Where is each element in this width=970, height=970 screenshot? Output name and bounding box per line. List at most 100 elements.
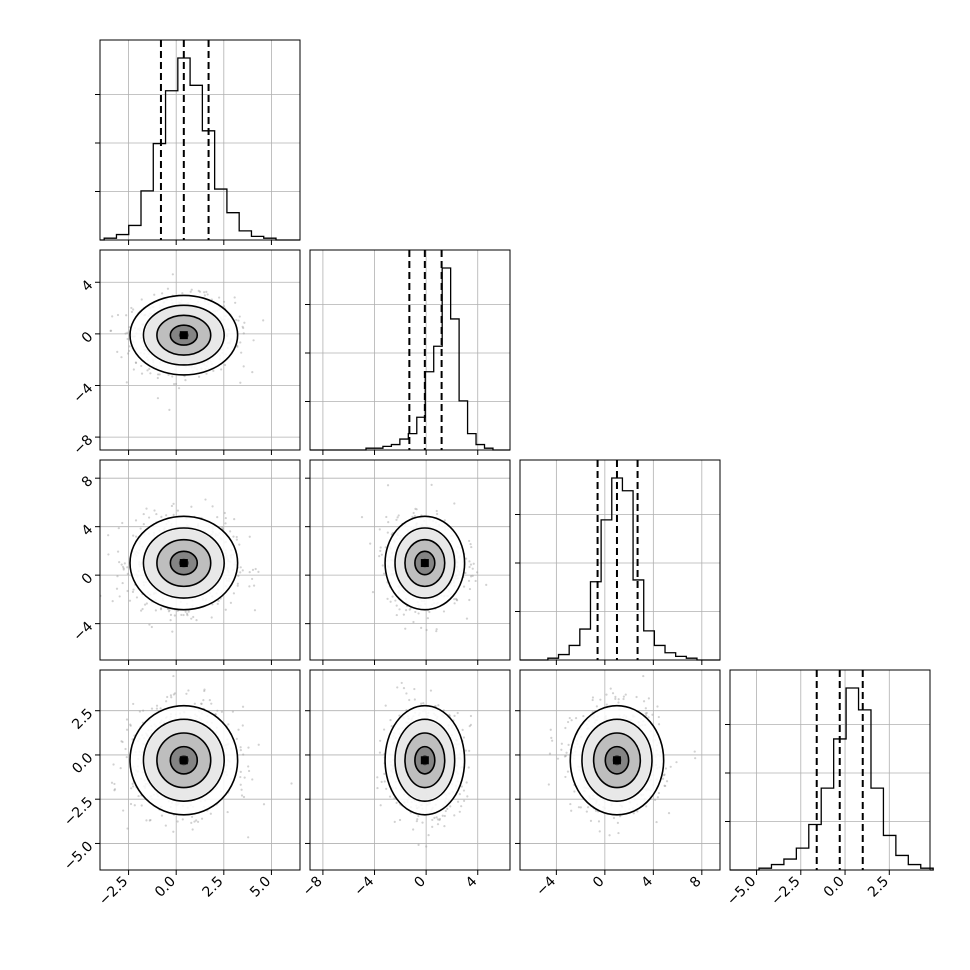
scatter-point [462,585,466,588]
y-tick-label: −8 [70,432,96,458]
x-tick-label: −8 [300,874,326,900]
histogram-frame-3 [729,669,931,871]
scatter-point [212,369,215,372]
scatter-point [172,382,176,386]
contour-line [394,718,456,802]
scatter-point [453,602,456,605]
scatter-point [184,610,187,613]
scatter-point [120,563,123,566]
scatter-point [433,816,436,819]
scatter-point [414,507,417,510]
scatter-point [412,620,415,624]
scatter-point [132,785,135,788]
scatter-point [426,617,430,620]
scatter-point [387,520,390,524]
scatter-point [193,702,196,705]
scatter-point [112,763,115,766]
scatter-point [165,700,168,703]
scatter-point [472,562,475,565]
scatter-point [122,568,125,571]
scatter-point [236,345,239,348]
histogram-panel-2 [515,459,721,665]
scatter-point [251,568,255,571]
scatter-point [160,814,164,817]
scatter-point [242,326,245,330]
scatter-point [121,740,124,744]
scatter-point [437,704,440,707]
scatter-point [248,535,251,538]
scatter-point [586,806,590,809]
scatter-point [467,766,470,769]
scatter-point [159,608,163,611]
scatter-point [693,750,696,753]
scatter-point [402,613,405,616]
x-tick-label: −2.5 [768,874,803,909]
scatter-point [435,630,438,633]
scatter-point [395,604,398,607]
scatter-point [468,598,471,602]
histogram-frame-2 [519,459,721,661]
scatter-point [190,821,193,825]
contour-line [404,732,446,789]
scatter-point [200,817,204,820]
scatter-point [262,319,265,322]
scatter-point [125,314,128,317]
scatter-point [469,714,473,718]
scatter-point [414,610,417,614]
scatter-point [656,705,659,708]
scatter-point [226,810,229,814]
scatter-point [446,807,449,811]
scatter-point [252,339,255,342]
scatter-point [458,793,461,796]
scatter-point [155,704,159,707]
scatter-point [248,585,251,588]
scatter-point [173,692,177,695]
scatter-point [239,381,242,384]
scatter-point [172,693,175,696]
scatter-point [550,736,553,739]
scatter-point [220,710,224,713]
scatter-point [121,565,125,568]
scatter-point [134,361,138,365]
scatter-point [171,630,174,633]
scatter-point [181,292,184,295]
scatter-point [421,821,424,824]
scatter-point [135,596,139,599]
scatter-point [140,298,143,301]
scatter-point [190,505,193,508]
histogram-panel-0 [95,39,301,245]
scatter-point [120,740,123,743]
scatter-point [400,681,403,685]
scatter-point [443,825,446,828]
scatter-point [211,505,214,508]
scatter-point [185,612,189,615]
contour-line [142,718,225,802]
scatter-point [177,387,181,390]
contour-line [169,324,199,346]
scatter-point [383,772,386,776]
y-tick-label: 2.5 [69,706,96,733]
scatter-point [95,313,97,315]
scatter-point [431,818,434,822]
pair-frame [99,249,301,451]
scatter-point [379,546,382,549]
scatter-point [405,692,408,695]
scatter-point [379,549,382,552]
scatter-point [126,352,130,355]
scatter-point [122,809,125,812]
scatter-point [420,702,423,705]
scatter-point [644,712,647,715]
scatter-point [663,784,666,787]
scatter-point [128,326,131,329]
scatter-point [398,818,402,822]
scatter-point [468,539,471,543]
scatter-point [203,291,206,294]
scatter-point [248,570,251,574]
scatter-point [216,709,219,712]
pair-panel-2-3: −4 0 4 8 [515,669,721,899]
contour-line [394,527,456,599]
scatter-point [156,373,160,376]
scatter-point [155,707,159,710]
contour-line [384,704,466,816]
